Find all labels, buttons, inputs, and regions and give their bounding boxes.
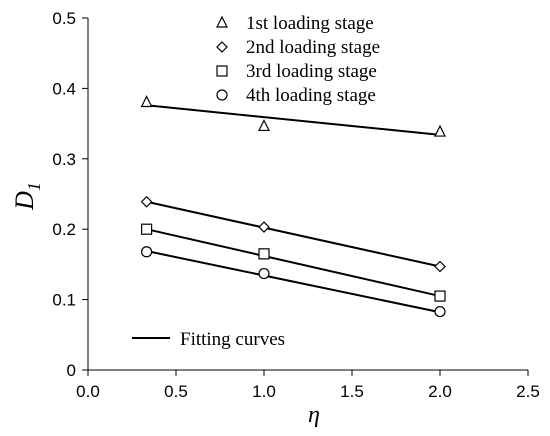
x-axis-title: η	[308, 402, 320, 428]
fit-line-series-4	[146, 250, 441, 314]
legend-label: 4th loading stage	[246, 85, 376, 106]
x-tick-label: 2.0	[428, 382, 452, 401]
y-axis-title: D1	[10, 182, 44, 211]
legend-fit-label: Fitting curves	[180, 329, 285, 350]
triangle-point	[258, 119, 270, 132]
square-point	[141, 223, 153, 235]
data-points	[140, 95, 446, 318]
diamond-point	[140, 195, 153, 208]
x-tick-label: 0.5	[164, 382, 188, 401]
x-tick-label: 2.5	[516, 382, 540, 401]
fit-line-series-1	[146, 104, 441, 136]
legend-square-icon	[216, 65, 228, 77]
square-point	[434, 290, 446, 302]
legend-triangle-icon	[216, 15, 228, 28]
y-tick-label: 0.1	[52, 291, 76, 310]
x-tick-group: 0.0 0.5 1.0 1.5 2.0 2.5	[76, 370, 540, 401]
circle-point	[141, 246, 153, 258]
legend: 1st loading stage 2nd loading stage 3rd lo…	[132, 13, 380, 350]
triangle-point	[434, 124, 446, 137]
axes	[87, 18, 528, 371]
circle-point	[434, 305, 446, 318]
legend-label: 2nd loading stage	[246, 37, 380, 58]
y-axis-title-main: D	[10, 191, 39, 211]
circle-point	[258, 267, 270, 280]
x-tick-label: 1.5	[340, 382, 364, 401]
legend-label: 3rd loading stage	[246, 61, 377, 82]
x-tick-label: 0.0	[76, 382, 100, 401]
fit-line-series-3	[146, 228, 441, 298]
x-tick-label: 1.0	[252, 382, 276, 401]
triangle-point	[140, 95, 153, 108]
fit-line-series-2	[146, 200, 441, 268]
legend-label: 1st loading stage	[246, 13, 374, 34]
fit-lines	[146, 104, 441, 314]
y-tick-label: 0.5	[52, 9, 76, 28]
y-tick-label: 0.3	[52, 150, 76, 169]
diamond-point	[258, 221, 270, 233]
y-tick-group: 0 0.1 0.2 0.3 0.4 0.5	[52, 9, 88, 380]
y-tick-label: 0.2	[52, 220, 76, 239]
legend-circle-icon	[216, 89, 228, 101]
legend-diamond-icon	[216, 41, 228, 53]
y-axis-title-subscript: 1	[24, 182, 44, 191]
y-tick-label: 0.4	[52, 79, 76, 98]
y-tick-label: 0	[67, 361, 76, 380]
square-point	[258, 248, 270, 260]
diamond-point	[434, 260, 446, 273]
